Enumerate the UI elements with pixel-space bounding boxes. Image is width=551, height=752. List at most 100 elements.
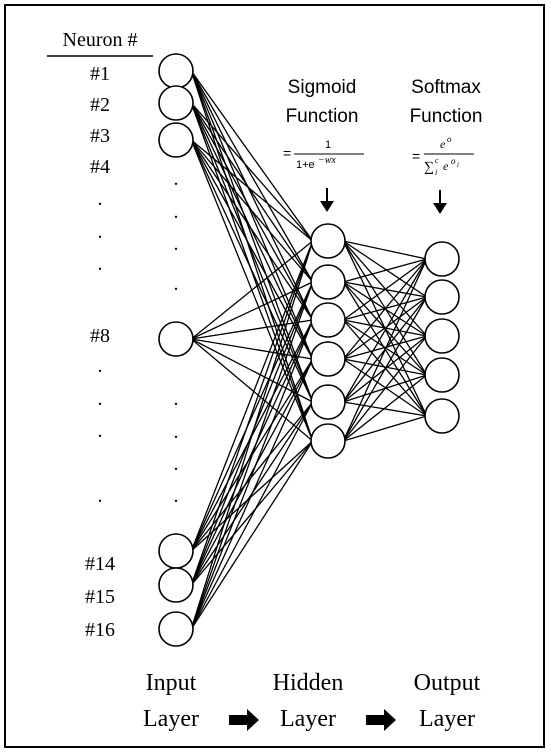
input-label-15: #15 xyxy=(85,586,115,608)
output-neuron xyxy=(424,279,460,315)
hidden-neuron xyxy=(310,423,346,459)
output-layer-label-line2: Layer xyxy=(419,706,475,732)
hidden-neuron xyxy=(310,341,346,377)
input-neuron xyxy=(158,533,194,569)
softmax-numerator-exponent: o xyxy=(447,134,452,144)
hidden-output-connection xyxy=(342,258,428,360)
hidden-neuron xyxy=(310,384,346,420)
input-label-8: #8 xyxy=(90,325,110,347)
output-neuron xyxy=(424,398,460,434)
hidden-layer-label-line1: Hidden xyxy=(273,670,344,696)
layer-labels: Input Layer Hidden Layer Output Layer xyxy=(143,670,481,732)
input-hidden-connection xyxy=(190,319,314,630)
input-hidden-connection xyxy=(190,440,314,630)
neurons xyxy=(158,53,460,647)
sigmoid-title-line1: Sigmoid xyxy=(288,77,357,98)
label-ellipsis-dot: . xyxy=(98,485,103,507)
hidden-output-connection xyxy=(342,240,428,298)
hidden-output-connection xyxy=(343,335,427,360)
arrow-input-to-hidden-icon xyxy=(229,709,259,731)
input-layer-label-line2: Layer xyxy=(143,706,199,732)
softmax-numerator: e xyxy=(440,137,446,151)
label-ellipsis-dot: . xyxy=(98,420,103,442)
input-hidden-connection xyxy=(190,281,314,630)
sigmoid-annotation: Sigmoid Function = 1 1+e −wx xyxy=(283,77,364,212)
softmax-denominator-base: e xyxy=(443,159,449,173)
sigmoid-denominator: 1+e xyxy=(296,159,315,171)
input-neuron-labels: #1 #2 #3 #4 #8 #14 #15 #16 xyxy=(85,63,115,641)
input-hidden-connection xyxy=(190,240,314,586)
input-hidden-connection xyxy=(190,440,314,586)
softmax-sum-superscript: c xyxy=(435,156,439,165)
neuron-ellipsis-dot: . xyxy=(174,453,179,475)
neuron-ellipsis-dot: . xyxy=(174,485,179,507)
input-hidden-connection xyxy=(191,319,313,340)
input-neuron xyxy=(158,53,194,89)
input-hidden-connection xyxy=(190,319,314,586)
softmax-annotation: Softmax Function = e o ∑ i c e o i xyxy=(410,77,482,214)
softmax-sum-symbol: ∑ xyxy=(424,160,434,175)
hidden-output-connection xyxy=(342,258,428,403)
softmax-denominator-exponent-sub: i xyxy=(457,161,459,169)
hidden-neuron xyxy=(310,302,346,338)
input-label-14: #14 xyxy=(85,553,115,575)
neuron-ellipsis-dot: . xyxy=(174,233,179,255)
input-hidden-connection xyxy=(190,102,314,403)
input-neuron xyxy=(158,85,194,121)
output-neuron xyxy=(424,241,460,277)
hidden-output-connection xyxy=(342,296,428,442)
input-hidden-connection xyxy=(190,338,314,442)
input-hidden-connection xyxy=(190,102,314,283)
sigmoid-arrow-icon xyxy=(320,201,334,212)
label-ellipsis-dot: . xyxy=(98,188,103,210)
hidden-output-connection xyxy=(342,335,428,442)
input-hidden-connection xyxy=(190,281,314,552)
input-hidden-connection xyxy=(190,139,314,321)
sigmoid-numerator: 1 xyxy=(325,139,331,151)
input-label-2: #2 xyxy=(90,94,110,116)
hidden-output-connection xyxy=(343,258,427,283)
input-label-16: #16 xyxy=(85,619,115,641)
input-hidden-connection xyxy=(190,139,314,403)
output-layer-label-line1: Output xyxy=(414,670,481,696)
hidden-neuron xyxy=(310,264,346,300)
input-hidden-connection xyxy=(190,70,314,321)
ellipsis-dots: ............... xyxy=(98,168,179,507)
input-label-1: #1 xyxy=(90,63,110,85)
input-layer-label-line1: Input xyxy=(146,670,197,696)
input-hidden-connection xyxy=(190,240,314,552)
input-hidden-connection xyxy=(191,338,313,360)
connection-lines xyxy=(190,70,428,630)
input-neuron xyxy=(158,611,194,647)
input-neuron xyxy=(158,321,194,357)
neuron-ellipsis-dot: . xyxy=(174,168,179,190)
softmax-sum-subscript: i xyxy=(435,168,437,177)
input-hidden-connection xyxy=(190,139,314,360)
hidden-output-connection xyxy=(342,296,428,360)
hidden-output-connection xyxy=(342,374,428,442)
input-hidden-connection xyxy=(190,240,314,630)
label-ellipsis-dot: . xyxy=(98,388,103,410)
input-hidden-connection xyxy=(190,70,314,283)
input-neuron xyxy=(158,567,194,603)
hidden-output-connection xyxy=(343,358,427,376)
softmax-title-line1: Softmax xyxy=(411,77,481,98)
neuron-ellipsis-dot: . xyxy=(174,388,179,410)
input-hidden-connection xyxy=(190,358,314,586)
hidden-output-connection xyxy=(343,415,427,442)
hidden-output-connection xyxy=(343,240,427,260)
input-label-4: #4 xyxy=(90,156,110,178)
input-hidden-connection xyxy=(190,70,314,242)
sigmoid-equals: = xyxy=(283,145,291,161)
input-hidden-connection xyxy=(190,358,314,630)
input-label-3: #3 xyxy=(90,125,110,147)
input-hidden-connection xyxy=(190,102,314,242)
neuron-ellipsis-dot: . xyxy=(174,273,179,295)
softmax-equals: = xyxy=(412,148,420,164)
label-ellipsis-dot: . xyxy=(98,221,103,243)
sigmoid-title-line2: Function xyxy=(286,106,359,127)
hidden-neuron xyxy=(310,223,346,259)
neuron-column-header: Neuron # xyxy=(63,29,138,51)
arrow-hidden-to-output-icon xyxy=(366,709,396,731)
